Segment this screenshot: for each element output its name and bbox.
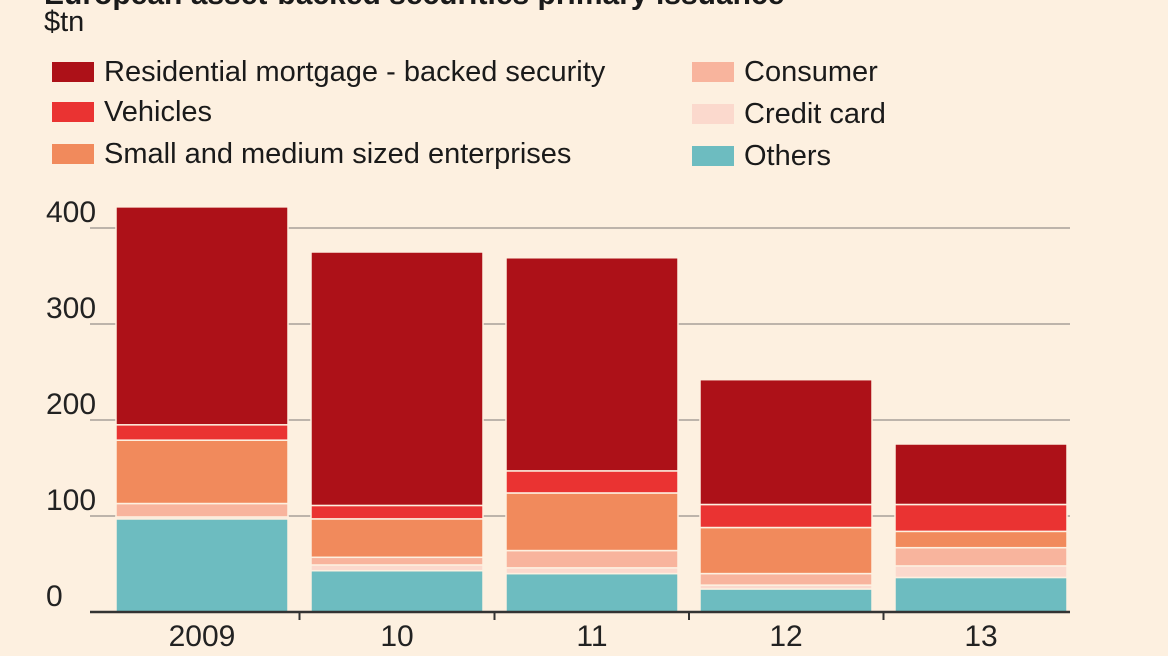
bar-2009-consumer	[115, 502, 289, 518]
bar-12-consumer	[699, 572, 873, 586]
legend-item-vehicles: Vehicles	[52, 92, 212, 132]
bar-11-consumer	[505, 549, 679, 569]
y-tick-label-100: 100	[46, 484, 96, 517]
legend-swatch-vehicles	[52, 102, 94, 122]
y-tick-label-200: 200	[46, 388, 96, 421]
legend: Residential mortgage - backed security V…	[52, 52, 952, 182]
bar-13-others	[894, 576, 1068, 613]
x-tick-label-2009: 2009	[169, 620, 236, 653]
legend-label-credit-card: Credit card	[744, 97, 886, 130]
legend-label-consumer: Consumer	[744, 55, 878, 88]
y-tick-label-0: 0	[46, 580, 63, 613]
bar-13-consumer	[894, 546, 1068, 567]
legend-item-sme: Small and medium sized enterprises	[52, 134, 571, 174]
legend-item-credit-card: Credit card	[692, 94, 886, 134]
bar-12-vehicles	[699, 503, 873, 529]
bar-10-small-and-medium-sized-enterprises	[310, 518, 484, 559]
bar-13-vehicles	[894, 503, 1068, 533]
x-tick-label-11: 11	[576, 620, 607, 653]
bar-11-small-and-medium-sized-enterprises	[505, 492, 679, 552]
chart-title: European asset-backed securities primary…	[44, 0, 784, 12]
x-tick-label-12: 12	[769, 620, 802, 653]
bar-13-residential-mortgage-backed-security	[894, 443, 1068, 506]
bar-10-others	[310, 569, 484, 613]
bar-10-consumer	[310, 556, 484, 566]
x-tick-label-13: 13	[964, 620, 997, 653]
bar-12-small-and-medium-sized-enterprises	[699, 526, 873, 575]
legend-label-rmbs: Residential mortgage - backed security	[104, 55, 606, 88]
bar-11-vehicles	[505, 470, 679, 494]
legend-swatch-sme	[52, 144, 94, 164]
bar-11-residential-mortgage-backed-security	[505, 257, 679, 472]
bar-10-credit-card	[310, 564, 484, 572]
bar-2009-small-and-medium-sized-enterprises	[115, 439, 289, 505]
legend-item-rmbs: Residential mortgage - backed security	[52, 52, 605, 92]
legend-label-others: Others	[744, 139, 832, 172]
y-tick-label-300: 300	[46, 292, 96, 325]
bar-11-credit-card	[505, 567, 679, 575]
legend-item-others: Others	[692, 136, 831, 176]
legend-swatch-credit-card	[692, 104, 734, 124]
y-axis-unit-label: $tn	[44, 6, 85, 38]
bar-10-residential-mortgage-backed-security	[310, 251, 484, 507]
bar-13-small-and-medium-sized-enterprises	[894, 530, 1068, 549]
bar-11-others	[505, 572, 679, 613]
legend-label-vehicles: Vehicles	[104, 95, 213, 128]
bars	[115, 206, 1068, 613]
bar-2009-residential-mortgage-backed-security	[115, 206, 289, 426]
y-tick-label-400: 400	[46, 196, 96, 229]
legend-item-consumer: Consumer	[692, 52, 878, 92]
bar-12-others	[699, 588, 873, 613]
x-tick-label-10: 10	[380, 620, 413, 653]
bar-10-vehicles	[310, 504, 484, 520]
legend-swatch-others	[692, 146, 734, 166]
legend-label-sme: Small and medium sized enterprises	[104, 137, 572, 170]
axes: 0 100 200 300 400 2009 10 11 12 13	[46, 196, 1070, 653]
bar-12-residential-mortgage-backed-security	[699, 378, 873, 506]
bar-2009-others	[115, 518, 289, 613]
bar-13-credit-card	[894, 565, 1068, 579]
legend-swatch-rmbs	[52, 62, 94, 82]
legend-swatch-consumer	[692, 62, 734, 82]
bar-2009-vehicles	[115, 424, 289, 441]
